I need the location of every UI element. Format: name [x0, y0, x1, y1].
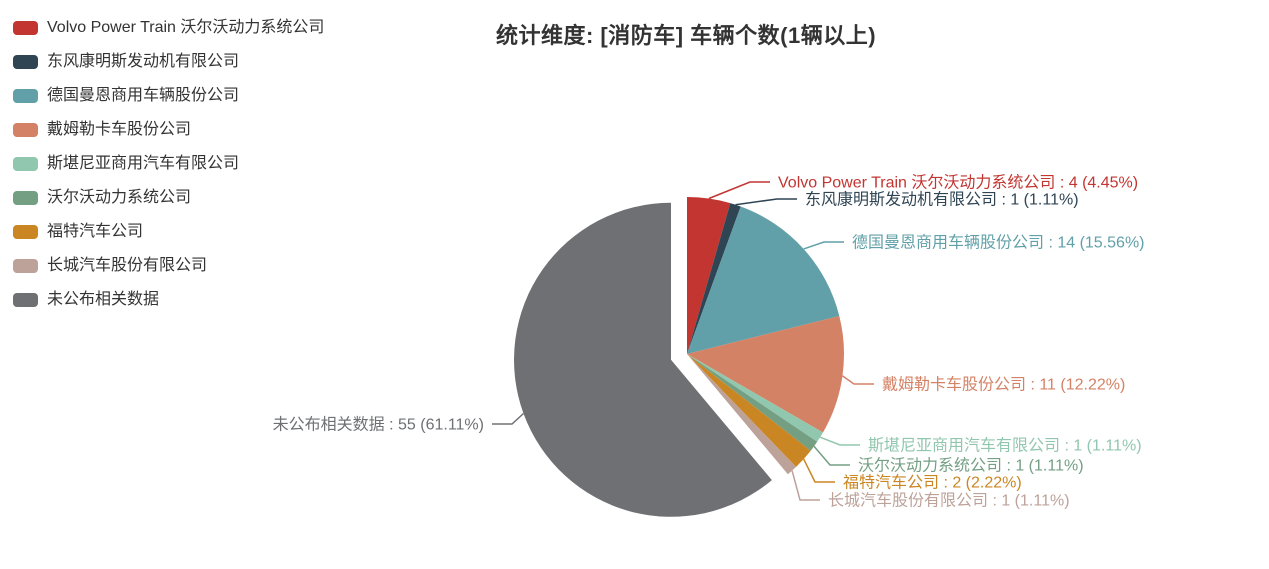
pie-slice-7[interactable] — [687, 354, 797, 475]
legend-swatch-icon — [13, 293, 38, 307]
pie-slice-4[interactable] — [687, 354, 823, 442]
slice-label-0: Volvo Power Train 沃尔沃动力系统公司 : 4 (4.45%) — [778, 174, 1138, 192]
label-line-8 — [492, 412, 525, 425]
legend-label: 长城汽车股份有限公司 — [47, 257, 208, 274]
label-line-3 — [842, 375, 874, 385]
legend-label: 沃尔沃动力系统公司 — [47, 189, 192, 206]
pie-slice-8[interactable] — [514, 202, 772, 517]
pie-slice-5[interactable] — [687, 354, 818, 451]
slice-label-4: 斯堪尼亚商用汽车有限公司 : 1 (1.11%) — [868, 437, 1142, 455]
legend-item-7[interactable]: 长城汽车股份有限公司 — [13, 254, 324, 278]
legend-swatch-icon — [13, 89, 38, 103]
legend-label: 未公布相关数据 — [47, 291, 160, 308]
legend-item-4[interactable]: 斯堪尼亚商用汽车有限公司 — [13, 152, 324, 176]
legend-item-6[interactable]: 福特汽车公司 — [13, 220, 324, 244]
legend-swatch-icon — [13, 259, 38, 273]
label-line-0 — [708, 181, 770, 200]
slice-label-7: 长城汽车股份有限公司 : 1 (1.11%) — [828, 492, 1070, 510]
slice-label-5: 沃尔沃动力系统公司 : 1 (1.11%) — [858, 457, 1084, 475]
label-line-4 — [819, 436, 860, 446]
legend-swatch-icon — [13, 123, 38, 137]
legend-item-8[interactable]: 未公布相关数据 — [13, 288, 324, 312]
legend-swatch-icon — [13, 21, 38, 35]
label-line-7 — [791, 470, 820, 501]
legend-item-3[interactable]: 戴姆勒卡车股份公司 — [13, 118, 324, 142]
slice-label-2: 德国曼恩商用车辆股份公司 : 14 (15.56%) — [852, 234, 1145, 252]
label-line-5 — [813, 445, 850, 466]
legend-label: 东风康明斯发动机有限公司 — [47, 53, 240, 70]
legend-item-2[interactable]: 德国曼恩商用车辆股份公司 — [13, 84, 324, 108]
pie-slice-6[interactable] — [687, 354, 811, 467]
pie-slice-2[interactable] — [687, 206, 840, 355]
slice-label-1: 东风康明斯发动机有限公司 : 1 (1.11%) — [805, 191, 1079, 209]
legend-label: 斯堪尼亚商用汽车有限公司 — [47, 155, 240, 172]
legend-item-0[interactable]: Volvo Power Train 沃尔沃动力系统公司 — [13, 16, 324, 40]
slice-label-6: 福特汽车公司 : 2 (2.22%) — [843, 474, 1022, 492]
legend-label: 德国曼恩商用车辆股份公司 — [47, 87, 240, 104]
slice-label-8: 未公布相关数据 : 55 (61.11%) — [273, 416, 484, 434]
pie-slice-0[interactable] — [687, 197, 731, 354]
label-line-6 — [803, 458, 835, 483]
pie-slice-3[interactable] — [687, 316, 844, 433]
legend: Volvo Power Train 沃尔沃动力系统公司 东风康明斯发动机有限公司德… — [13, 16, 324, 322]
legend-label: 戴姆勒卡车股份公司 — [47, 121, 192, 138]
legend-item-5[interactable]: 沃尔沃动力系统公司 — [13, 186, 324, 210]
legend-swatch-icon — [13, 55, 38, 69]
legend-swatch-icon — [13, 157, 38, 171]
legend-label: Volvo Power Train 沃尔沃动力系统公司 — [47, 19, 325, 36]
legend-swatch-icon — [13, 191, 38, 205]
label-line-1 — [735, 198, 797, 206]
pie-slice-1[interactable] — [687, 203, 741, 354]
chart-title: 统计维度: [消防车] 车辆个数(1辆以上) — [495, 23, 877, 48]
slice-label-3: 戴姆勒卡车股份公司 : 11 (12.22%) — [882, 376, 1125, 394]
legend-swatch-icon — [13, 225, 38, 239]
legend-label: 福特汽车公司 — [47, 223, 144, 240]
label-line-2 — [803, 241, 844, 250]
legend-item-1[interactable]: 东风康明斯发动机有限公司 — [13, 50, 324, 74]
